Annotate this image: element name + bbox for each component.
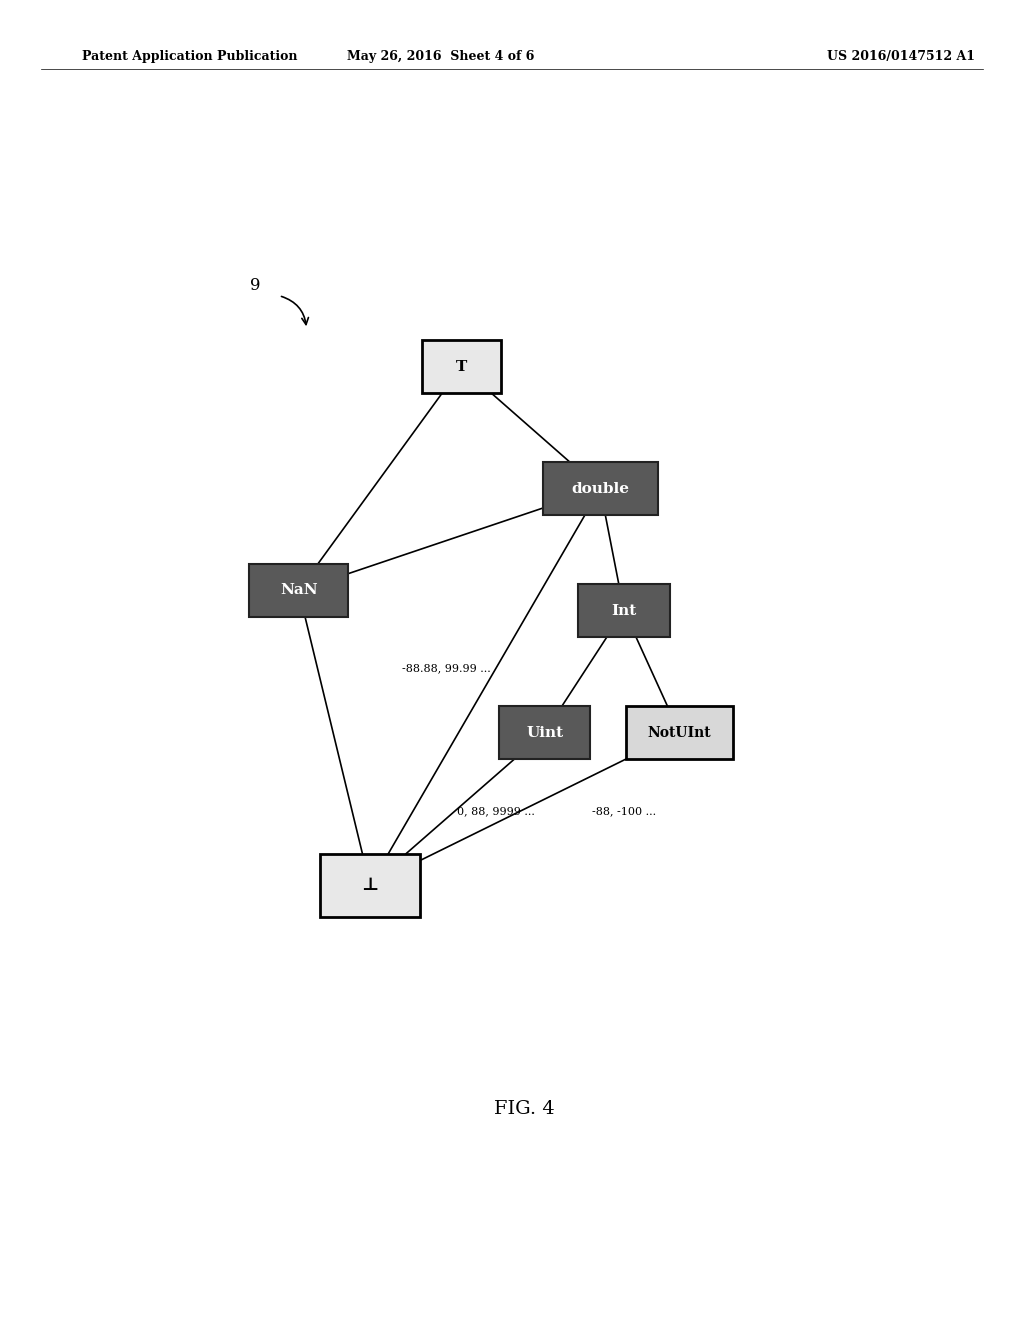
FancyBboxPatch shape [321,854,420,916]
Text: May 26, 2016  Sheet 4 of 6: May 26, 2016 Sheet 4 of 6 [347,50,534,63]
Text: 9: 9 [250,277,260,294]
Text: FIG. 4: FIG. 4 [495,1100,555,1118]
FancyArrowPatch shape [282,297,308,325]
Text: ⊥: ⊥ [361,876,379,894]
Text: Uint: Uint [526,726,563,739]
FancyBboxPatch shape [543,462,657,515]
FancyBboxPatch shape [249,564,348,616]
Text: T: T [456,360,467,374]
Text: -88, -100 ...: -88, -100 ... [592,807,656,816]
FancyBboxPatch shape [579,585,670,638]
Text: Patent Application Publication: Patent Application Publication [82,50,297,63]
Text: 0, 88, 9999 ...: 0, 88, 9999 ... [458,807,536,816]
Text: NotUInt: NotUInt [648,726,712,739]
FancyBboxPatch shape [422,341,501,393]
Text: double: double [571,482,629,496]
Text: -88.88, 99.99 ...: -88.88, 99.99 ... [401,664,490,673]
FancyBboxPatch shape [626,706,733,759]
FancyBboxPatch shape [499,706,590,759]
Text: NaN: NaN [280,583,317,598]
Text: US 2016/0147512 A1: US 2016/0147512 A1 [827,50,975,63]
Text: Int: Int [611,603,637,618]
